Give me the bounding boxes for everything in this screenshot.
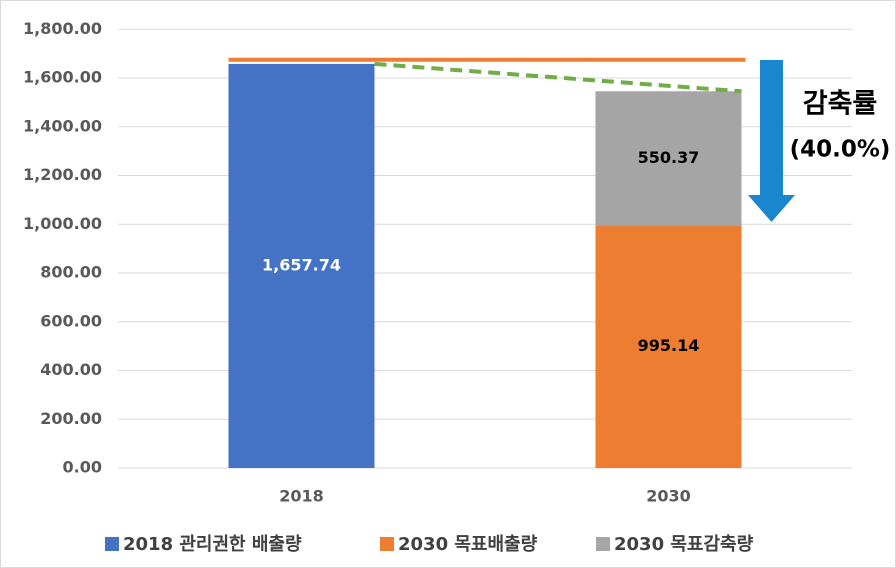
legend-swatch [596, 537, 610, 551]
data-label: 550.37 [638, 148, 700, 167]
legend-label: 2018 관리권한 배출량 [123, 534, 302, 555]
annotation: 감축률 [803, 89, 878, 120]
y-tick-label: 600.00 [40, 311, 102, 330]
y-tick-label: 800.00 [40, 263, 102, 282]
y-tick-label: 1,200.00 [23, 165, 102, 184]
y-tick-label: 400.00 [40, 360, 102, 379]
y-tick-label: 0.00 [63, 458, 102, 477]
data-label: 995.14 [638, 336, 700, 355]
trend-line [374, 61, 742, 94]
legend-label: 2030 목표배출량 [398, 534, 538, 555]
legend-swatch [105, 537, 119, 551]
annotation: (40.0%) [790, 137, 891, 163]
y-tick-label: 1,800.00 [23, 19, 102, 38]
legend-swatch [380, 537, 394, 551]
y-tick-label: 1,600.00 [23, 68, 102, 87]
arrow [748, 60, 795, 222]
y-tick-label: 1,000.00 [23, 214, 102, 233]
bar-segment [595, 91, 742, 226]
y-tick-label: 200.00 [40, 409, 102, 428]
x-tick-label: 2018 [279, 487, 324, 506]
x-tick-label: 2030 [646, 487, 691, 506]
bar-segment [228, 63, 375, 469]
legend-label: 2030 목표감축량 [614, 534, 754, 555]
y-tick-label: 1,400.00 [23, 116, 102, 135]
data-label: 1,657.74 [262, 255, 341, 274]
bar-segment [595, 225, 742, 468]
